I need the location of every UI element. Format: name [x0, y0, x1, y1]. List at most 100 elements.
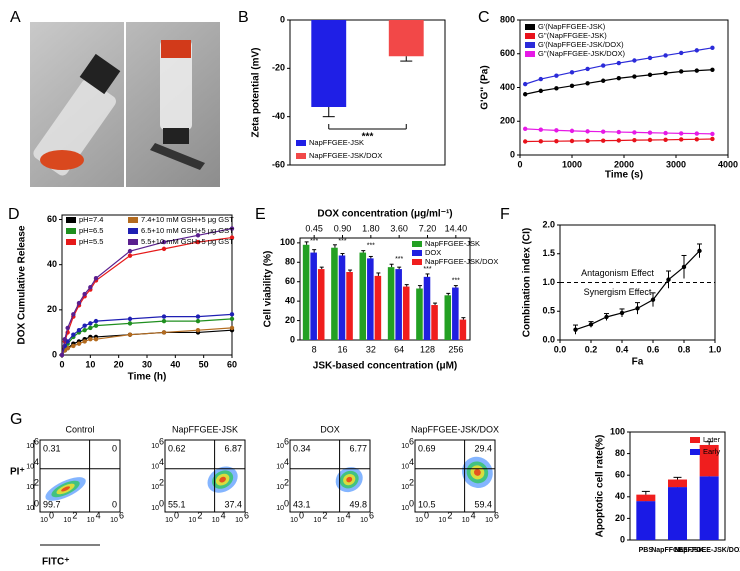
bar [431, 305, 438, 340]
data-point [647, 72, 653, 78]
data-point [681, 264, 687, 270]
legend-swatch [412, 250, 422, 256]
flow-tick-exp: 6 [159, 436, 164, 446]
data-point [585, 66, 590, 72]
x-tick-label: 32 [366, 344, 376, 354]
flow-tick-base: 10 [462, 517, 470, 524]
annotation: Antagonism Effect [581, 268, 654, 278]
photo [30, 22, 220, 187]
flow-tick-exp: 2 [72, 510, 77, 520]
y-tick-label: 0.0 [542, 334, 555, 344]
quadrant-value: 0.69 [418, 443, 436, 453]
bar [317, 269, 325, 340]
x-axis-title: Time (s) [605, 170, 643, 181]
legend-label: pH=6.5 [79, 226, 103, 235]
data-point [585, 129, 590, 134]
data-point [229, 226, 235, 231]
legend-swatch [525, 33, 535, 39]
flow-tick-exp: 0 [409, 498, 414, 508]
plot-frame [299, 237, 471, 341]
x-axis-title: Fa [632, 357, 644, 368]
data-point [82, 323, 87, 328]
legend-swatch [128, 217, 138, 223]
flow-tick-base: 10 [276, 484, 284, 491]
flow-tick-base: 10 [313, 517, 321, 524]
data-point [663, 130, 668, 136]
density-blob [346, 476, 353, 483]
bar [452, 287, 459, 340]
data-point [538, 76, 543, 82]
data-point [697, 248, 702, 254]
bar [311, 20, 347, 107]
data-point [601, 78, 606, 83]
x-tick-label: 4000 [718, 159, 738, 169]
series-line [525, 69, 713, 95]
data-point [710, 45, 715, 51]
quadrant-value: 37.4 [224, 499, 242, 509]
flow-tick-base: 10 [276, 505, 284, 512]
x-tick-label: 256 [448, 344, 463, 354]
quadrant-value: 0.31 [43, 443, 61, 453]
data-point [710, 131, 715, 137]
data-point [229, 316, 235, 322]
y-tick-label: 40 [47, 259, 57, 269]
quadrant-value: 99.7 [43, 499, 61, 509]
bar [395, 269, 402, 340]
data-point [569, 128, 575, 134]
bar [331, 247, 338, 340]
data-point [710, 67, 715, 72]
bar-segment [636, 501, 656, 540]
flow-tick-base: 10 [212, 517, 220, 524]
bar [367, 258, 374, 340]
panel-label: A [10, 9, 21, 26]
quadrant-value: 59.4 [474, 499, 492, 509]
legend-swatch [690, 449, 700, 455]
quadrant-value: 0 [112, 443, 117, 453]
flow-tick-exp: 2 [197, 510, 202, 520]
flow-title: NapFFGEE-JSK [172, 424, 238, 434]
annotation: Synergism Effect [584, 287, 652, 297]
y-axis-title: Cell viability (%) [263, 251, 274, 328]
bar [374, 275, 382, 340]
data-point [635, 306, 640, 311]
data-point [195, 239, 201, 245]
flow-tick-base: 10 [438, 517, 446, 524]
data-point [663, 70, 668, 76]
data-point [632, 137, 637, 143]
data-point [161, 318, 167, 324]
data-point [694, 137, 699, 142]
top-tick-label: 0.45 [305, 223, 323, 233]
y-tick-label: 20 [285, 315, 295, 325]
y-tick-label: -40 [272, 111, 285, 121]
data-point [161, 246, 167, 252]
flow-tick-base: 10 [151, 443, 159, 450]
y-tick-label: 80 [285, 257, 295, 267]
flow-tick-base: 10 [87, 517, 95, 524]
data-point [710, 136, 715, 142]
data-point [569, 83, 575, 89]
y-tick-label: 0 [52, 349, 57, 359]
significance: *** [362, 132, 374, 143]
flow-tick-base: 10 [401, 443, 409, 450]
legend-label: G'(NapFFGEE-JSK) [538, 22, 606, 31]
data-point [71, 312, 76, 317]
y-tick-label: 20 [47, 304, 57, 314]
data-point [585, 81, 590, 86]
flow-tick-exp: 6 [494, 510, 499, 520]
data-point [554, 138, 559, 144]
data-point [679, 69, 684, 74]
legend-label: NapFFGEE-JSK/DOX [309, 151, 382, 160]
quadrant-value: 0.62 [168, 443, 186, 453]
bar [459, 319, 467, 340]
data-point [650, 297, 656, 302]
x-tick-label: 0.6 [647, 344, 660, 354]
bar-segment [699, 444, 719, 477]
flow-tick-base: 10 [235, 517, 243, 524]
y-tick-label: 40 [615, 491, 625, 501]
bar-segment [636, 494, 656, 502]
x-tick-label: 10 [85, 359, 95, 369]
data-point [601, 138, 606, 143]
x-tick-label: 128 [420, 344, 435, 354]
top-tick-label: 7.20 [419, 223, 437, 233]
legend-label: pH=7.4 [79, 215, 103, 224]
